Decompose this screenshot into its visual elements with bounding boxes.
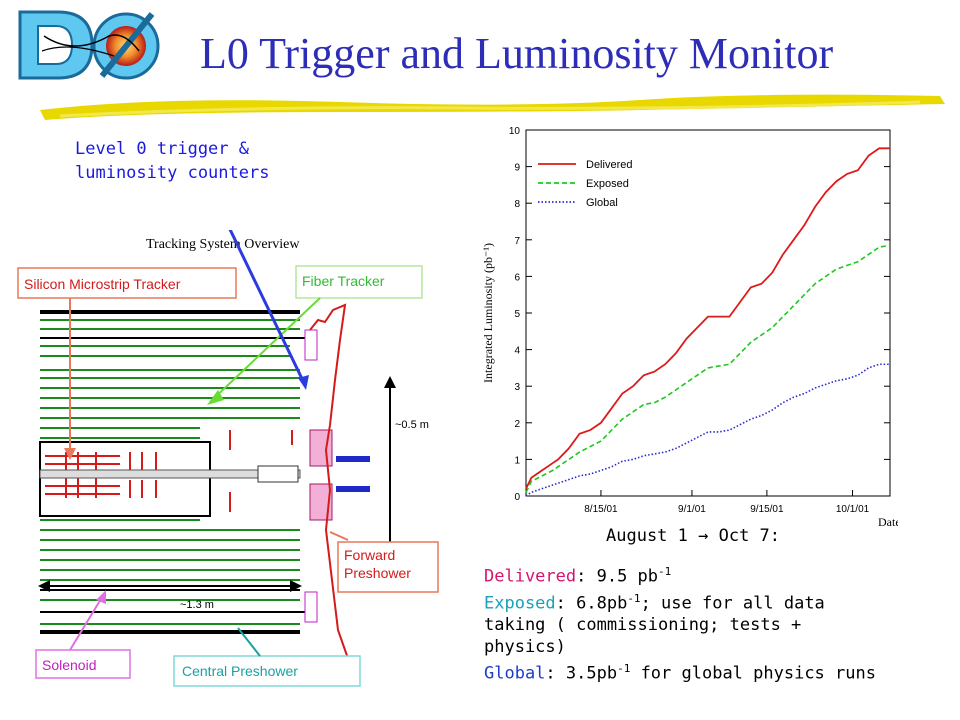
- y-tick-label: 7: [514, 236, 520, 247]
- fiber-arrow: [209, 297, 321, 403]
- callout-line-1: Level 0 trigger &: [75, 139, 249, 159]
- l0-callout-arrow: [228, 230, 307, 386]
- forward-label-2: Preshower: [344, 565, 411, 581]
- tracking-system-diagram: Tracking System Overview: [17, 230, 439, 687]
- solenoid-bottom-end: [304, 591, 318, 623]
- page-title: L0 Trigger and Luminosity Monitor: [200, 29, 834, 78]
- tracker-layers: [40, 310, 310, 634]
- title-divider: [40, 94, 945, 120]
- silicon-box: [39, 441, 211, 517]
- y-tick-label: 0: [514, 492, 520, 503]
- x-tick-label: 8/15/01: [584, 504, 618, 515]
- period-end: Oct 7:: [708, 526, 781, 546]
- y-tick-label: 3: [514, 382, 520, 393]
- exposed-line-3: physics): [484, 637, 566, 658]
- d0-logo: DØ: [18, 10, 160, 83]
- y-tick-label: 4: [514, 346, 520, 357]
- central-label-box: [173, 655, 361, 687]
- y-tick-label: 9: [514, 163, 520, 174]
- luminosity-chart: 0 1 2 3 4 5 6 7 8 9 10 8/15/01 9/1/01 9/15/01 10/1/01 D…: [481, 126, 898, 529]
- central-label: Central Preshower: [182, 663, 298, 679]
- central-arrow: [237, 627, 261, 657]
- x-tick-label: 9/15/01: [750, 504, 784, 515]
- legend-label-global: Global: [586, 197, 618, 209]
- fiber-label-box: [295, 265, 423, 299]
- y-tick-label: 2: [514, 419, 520, 430]
- x-tick-label: 10/1/01: [836, 504, 870, 515]
- global-label: Global: [484, 663, 546, 684]
- beam-pipe: [39, 469, 301, 479]
- l0-callout: Level 0 trigger & luminosity counters: [75, 137, 315, 185]
- x-axis-label: Date: [878, 515, 898, 529]
- callout-line-2: luminosity counters: [75, 163, 270, 183]
- dim-half-meter-label: ~0.5 m: [395, 419, 429, 431]
- y-tick-label: 5: [514, 309, 520, 320]
- forward-label-1: Forward: [344, 547, 395, 563]
- plot-area: [525, 129, 891, 497]
- solenoid-label-box: [35, 649, 131, 679]
- calorimeter-edge: [309, 303, 359, 676]
- fiber-label: Fiber Tracker: [302, 273, 385, 289]
- period-label: August 1 → Oct 7:: [606, 526, 780, 546]
- logo-text: DØ: [20, 81, 22, 83]
- legend-label-delivered: Delivered: [586, 159, 632, 171]
- delivered-line: Delivered: 9.5 pb-1: [484, 561, 950, 588]
- solenoid-label: Solenoid: [42, 657, 97, 673]
- y-tick-label: 8: [514, 199, 520, 210]
- silicon-barrels: [45, 430, 293, 512]
- exposed-value: : 6.8pb: [555, 593, 628, 614]
- delivered-label: Delivered: [484, 566, 577, 587]
- delivered-value: : 9.5 pb: [576, 566, 659, 587]
- exposed-label: Exposed: [484, 593, 556, 614]
- smt-label-box: [17, 267, 237, 299]
- solenoid-top-end: [304, 329, 318, 361]
- legend-label-exposed: Exposed: [586, 178, 629, 190]
- period-start: August 1: [606, 526, 699, 546]
- y-tick-label: 6: [514, 272, 520, 283]
- dim-1-3-m-label: ~1.3 m: [180, 599, 214, 611]
- forward-arrow: [329, 531, 349, 541]
- beam-flange: [257, 465, 299, 483]
- arrow-right-icon: →: [698, 526, 709, 546]
- summary-block: Delivered: 9.5 pb-1 Exposed: 6.8pb-1; us…: [484, 561, 950, 685]
- exposed-line-2: taking ( commissioning; tests +: [484, 615, 802, 636]
- l0-counters: [309, 429, 370, 521]
- exposed-line: Exposed: 6.8pb-1; use for all data: [484, 588, 950, 615]
- series-line-delivered: [525, 147, 890, 490]
- x-tick-label: 9/1/01: [678, 504, 706, 515]
- global-rest: for global physics runs: [630, 663, 876, 684]
- y-tick-label: 1: [514, 455, 520, 466]
- y-tick-label: 10: [509, 126, 521, 137]
- global-exp: -1: [617, 662, 631, 676]
- delivered-exp: -1: [658, 565, 672, 578]
- solenoid-arrow: [69, 593, 105, 651]
- exposed-exp: -1: [627, 591, 641, 605]
- forward-label-box: [337, 541, 439, 593]
- exposed-rest: ; use for all data: [640, 593, 825, 614]
- y-axis-label: Integrated Luminosity (pb⁻¹): [481, 243, 495, 383]
- smt-label: Silicon Microstrip Tracker: [24, 276, 181, 292]
- series-line-exposed: [525, 244, 891, 493]
- global-value: : 3.5pb: [545, 663, 618, 684]
- global-line: Global: 3.5pb-1 for global physics runs: [484, 658, 950, 685]
- diagram-title: Tracking System Overview: [146, 237, 300, 252]
